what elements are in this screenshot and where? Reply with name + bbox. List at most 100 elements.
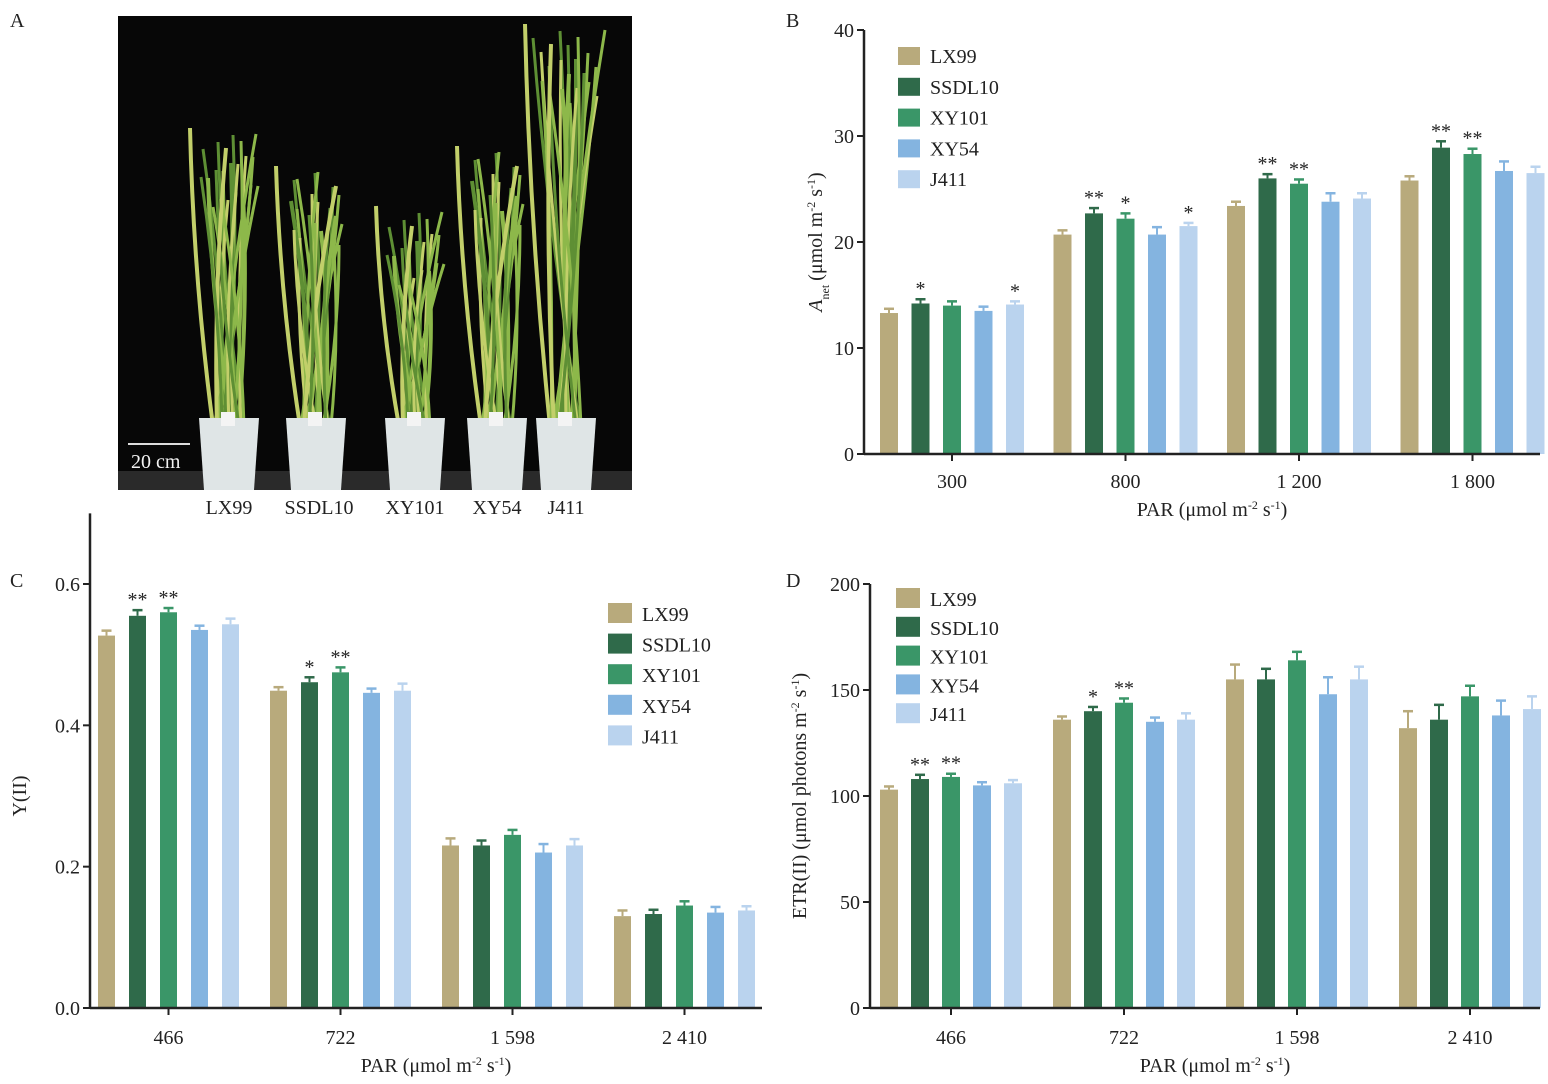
legend-swatch [896, 703, 920, 724]
legend-swatch [608, 603, 632, 623]
plant-leaf [188, 127, 215, 427]
significance-marker: ** [941, 753, 961, 775]
bar-lx99 [880, 313, 898, 454]
bar-j411 [1179, 226, 1198, 454]
bar-xy54 [1495, 170, 1513, 455]
significance-marker: ** [1258, 153, 1278, 175]
legend-swatch [896, 588, 920, 608]
y-tick-label: 100 [830, 786, 860, 808]
legend-swatch [896, 616, 920, 637]
legend-label: SSDL10 [930, 77, 999, 99]
plant-leaf [418, 218, 430, 427]
legend-label: XY101 [930, 647, 989, 669]
bar-j411 [1006, 304, 1024, 454]
bar-xy101 [942, 776, 960, 1008]
panel-letter-a: A [10, 10, 25, 32]
plant-tag [489, 412, 503, 426]
significance-marker: * [305, 656, 315, 678]
x-tick-label: 300 [937, 471, 967, 493]
plant-leaf [557, 72, 586, 427]
plant-tag [308, 412, 322, 426]
plant-tag [221, 412, 235, 426]
plant-leaf [385, 254, 410, 427]
legend-swatch [898, 77, 920, 96]
bar-j411 [1523, 709, 1541, 1008]
y-tick-label: 0.0 [55, 998, 80, 1020]
plant-leaf [307, 214, 315, 427]
plant-photo-illustration: 20 cm [118, 16, 632, 490]
bar-ssdl10 [911, 779, 929, 1008]
legend-label: XY101 [642, 665, 701, 687]
pot [536, 418, 596, 490]
plant-leaf [274, 165, 302, 427]
bar-xy54 [1321, 201, 1340, 454]
legend-label: LX99 [930, 589, 977, 611]
y-tick-label: 200 [830, 574, 860, 596]
plant-leaf [523, 23, 552, 427]
legend-label: SSDL10 [642, 635, 711, 657]
significance-marker: * [1088, 686, 1098, 708]
bar-xy101 [332, 672, 349, 1008]
bar-j411 [566, 845, 583, 1008]
legend-swatch [896, 645, 920, 666]
significance-marker: * [1121, 192, 1131, 214]
x-tick-label: 466 [936, 1027, 966, 1049]
y-tick-label: 40 [834, 20, 854, 42]
plant-leaf [226, 191, 238, 427]
plant-leaf [408, 240, 421, 427]
plant-leaf [564, 87, 579, 427]
plant-lx99 [188, 127, 260, 490]
bar-xy54 [1148, 234, 1166, 454]
legend-label: XY54 [930, 138, 979, 160]
panel-letter-b: B [786, 10, 800, 32]
plant-leaf [329, 236, 338, 427]
x-tick-label: 722 [1109, 1027, 1139, 1049]
plant-leaf [483, 165, 519, 427]
bar-xy101 [676, 905, 693, 1008]
bar-xy54 [363, 692, 380, 1008]
pot [385, 418, 445, 490]
significance-marker: ** [1084, 187, 1104, 209]
significance-marker: ** [1431, 120, 1451, 142]
plant-leaf [214, 147, 228, 427]
bar-ssdl10 [1084, 711, 1102, 1008]
bar-lx99 [270, 690, 287, 1008]
bar-xy54 [973, 785, 991, 1008]
legend-label: SSDL10 [930, 618, 999, 640]
x-tick-label: 1 800 [1450, 471, 1495, 493]
y-axis-label: Y(II) [9, 775, 31, 816]
plant-label: XY54 [472, 497, 522, 519]
significance-marker: ** [910, 754, 930, 776]
y-tick-label: 0.6 [55, 574, 80, 596]
bar-lx99 [880, 789, 898, 1008]
bar-ssdl10 [1432, 147, 1450, 454]
bar-ssdl10 [1257, 679, 1275, 1008]
bar-lx99 [1053, 234, 1072, 454]
x-tick-label: 1 598 [1275, 1027, 1320, 1049]
x-tick-label: 1 598 [490, 1027, 535, 1049]
bar-xy54 [974, 310, 993, 454]
plant-leaf [548, 94, 583, 427]
y-axis-label: Anet(μmol m-2 s-1) [804, 172, 832, 313]
bar-lx99 [1399, 728, 1417, 1008]
plant-label: XY101 [385, 497, 445, 519]
legend-label: J411 [930, 704, 967, 726]
significance-marker: * [1010, 280, 1020, 302]
plant-leaf [219, 198, 246, 427]
bar-j411 [1177, 719, 1195, 1008]
panel-letter-c: C [10, 570, 24, 592]
plant-ssdl10 [274, 165, 346, 490]
plant-tag [558, 412, 572, 426]
bar-lx99 [1053, 719, 1071, 1008]
plant-leaf [199, 176, 224, 427]
x-axis-label: PAR (μmol m-2 s-1) [1140, 1054, 1291, 1077]
legend-swatch [608, 694, 632, 715]
plant-xy54 [455, 145, 527, 490]
pot [286, 418, 346, 490]
plant-leaf [402, 219, 431, 427]
bar-j411 [1350, 679, 1368, 1008]
bar-xy101 [1461, 696, 1479, 1008]
